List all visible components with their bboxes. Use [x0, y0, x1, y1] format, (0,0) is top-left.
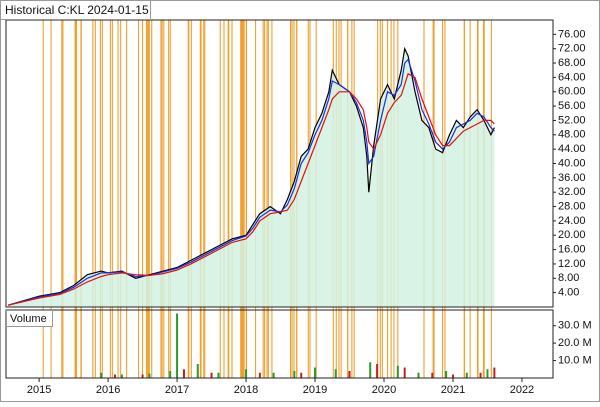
y-tick-label: 64.00	[558, 71, 586, 83]
volume-bar	[369, 362, 372, 378]
x-tick-label: 2016	[96, 384, 120, 396]
x-tick-label: 2022	[510, 384, 534, 396]
volume-bar	[376, 364, 379, 378]
volume-bar	[258, 372, 261, 378]
volume-title: Volume	[10, 313, 47, 325]
volume-bar	[217, 372, 220, 378]
price-area	[8, 48, 495, 307]
volume-bar	[403, 367, 406, 378]
volume-bar	[314, 367, 317, 378]
volume-bar	[334, 369, 337, 378]
volume-bar	[445, 371, 448, 378]
volume-bar	[176, 313, 179, 378]
y-tick-label: 32.00	[558, 186, 586, 198]
y-tick-label: 76.00	[558, 28, 586, 40]
y-tick-label: 20.0 M	[558, 337, 592, 349]
volume-bar	[479, 372, 482, 378]
y-tick-label: 10.0 M	[558, 354, 592, 366]
volume-bar	[348, 371, 351, 378]
volume-bar	[493, 367, 496, 378]
volume-bar	[113, 374, 116, 378]
volume-title-box	[6, 310, 53, 327]
volume-bar	[451, 374, 454, 378]
x-tick-label: 2021	[441, 384, 465, 396]
x-tick-label: 2015	[27, 384, 51, 396]
title-box	[0, 0, 151, 20]
y-tick-label: 60.00	[558, 86, 586, 98]
volume-bar	[431, 372, 434, 378]
volume-bar	[300, 372, 303, 378]
x-tick-label: 2020	[372, 384, 396, 396]
y-tick-label: 16.00	[558, 244, 586, 256]
y-tick-label: 68.00	[558, 57, 586, 69]
y-tick-label: 52.00	[558, 114, 586, 126]
x-tick-label: 2017	[165, 384, 189, 396]
volume-bar	[169, 371, 172, 378]
volume-bar	[465, 372, 468, 378]
volume-bar	[245, 369, 248, 378]
y-tick-label: 8.00	[558, 272, 579, 284]
volume-bar	[486, 369, 489, 378]
volume-bar	[148, 373, 151, 378]
y-tick-label: 4.00	[558, 287, 579, 299]
x-tick-label: 2019	[303, 384, 327, 396]
volume-bar	[210, 372, 213, 378]
series-line	[7, 72, 495, 306]
y-tick-label: 36.00	[558, 172, 586, 184]
y-tick-label: 28.00	[558, 200, 586, 212]
y-tick-label: 24.00	[558, 215, 586, 227]
volume-bar	[100, 372, 103, 378]
y-tick-label: 72.00	[558, 43, 586, 55]
volume-bar	[182, 369, 185, 378]
y-tick-label: 12.00	[558, 258, 586, 270]
y-tick-label: 56.00	[558, 100, 586, 112]
volume-bar	[417, 372, 420, 378]
chart-title: Historical C:KL 2024-01-15	[5, 3, 149, 17]
y-tick-label: 40.00	[558, 157, 586, 169]
volume-bar	[293, 371, 296, 378]
series-line	[7, 46, 495, 306]
y-tick-label: 30.0 M	[558, 320, 592, 332]
volume-bar	[141, 374, 144, 378]
plot	[7, 46, 496, 378]
volume-bar	[396, 365, 399, 378]
y-tick-label: 20.00	[558, 229, 586, 241]
volume-bar	[120, 374, 123, 378]
x-tick-label: 2018	[234, 384, 258, 396]
y-tick-label: 44.00	[558, 143, 586, 155]
volume-bar	[272, 372, 275, 378]
volume-panel	[5, 309, 554, 379]
y-tick-label: 48.00	[558, 129, 586, 141]
volume-bar	[196, 364, 199, 378]
